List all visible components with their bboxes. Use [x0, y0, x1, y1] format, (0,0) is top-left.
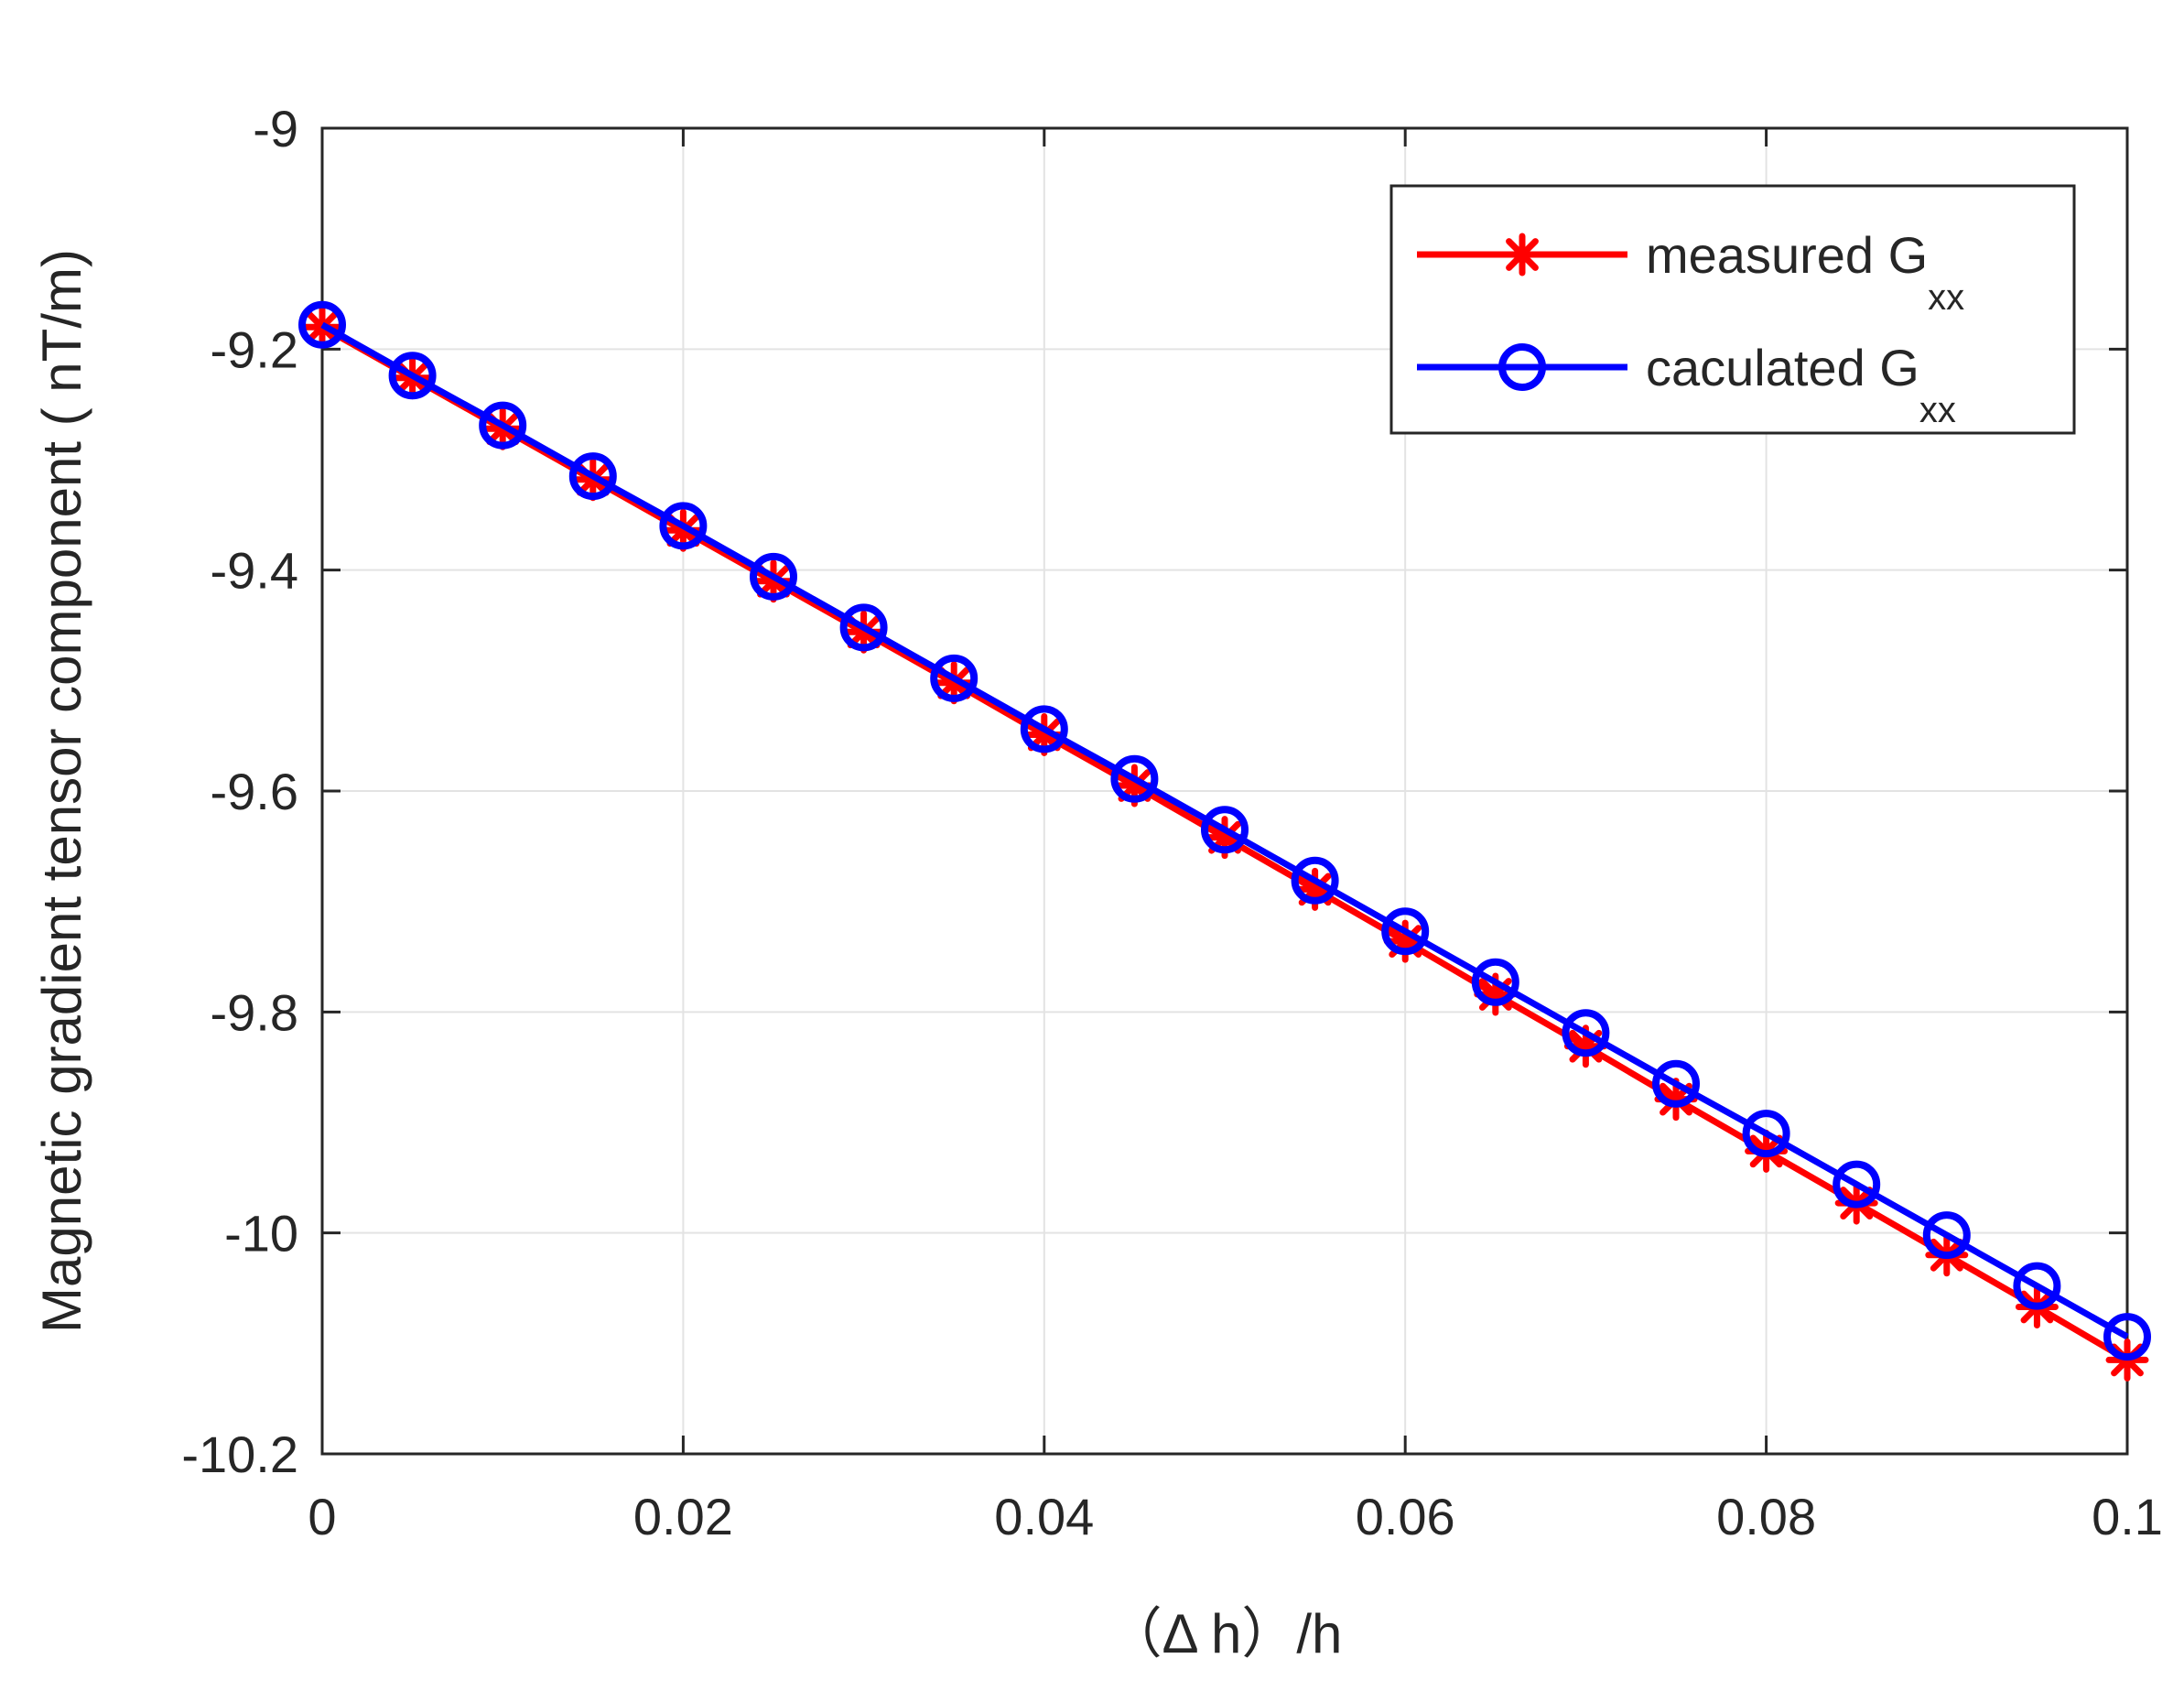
circle-marker [479, 401, 527, 450]
legend-label-subscript: xx [1919, 390, 1956, 430]
y-tick-label: -10 [224, 1205, 298, 1263]
circle-marker [1201, 806, 1249, 854]
circle-marker [1833, 1160, 1881, 1209]
y-tick-label: -9 [253, 100, 298, 157]
circle-marker [1652, 1059, 1700, 1108]
circle-marker [298, 300, 346, 349]
circle-marker [1291, 856, 1339, 905]
circle-marker [659, 502, 708, 550]
x-tick-label: 0 [308, 1488, 336, 1545]
asterisk-stroke [847, 615, 881, 649]
series-0 [300, 305, 2149, 1382]
circle-marker [1742, 1110, 1790, 1158]
series-line [320, 321, 2129, 1340]
y-tick-label: -9.8 [211, 983, 299, 1041]
circle-marker [1020, 705, 1068, 753]
legend-box [1389, 184, 2076, 435]
circle-marker [1110, 754, 1159, 803]
circle-marker [1381, 907, 1430, 956]
asterisk-stroke [1506, 238, 1539, 271]
circle-marker [839, 603, 888, 652]
circle-marker [388, 352, 437, 400]
y-tick-label: -9.2 [211, 320, 299, 378]
x-tick-label: 0.06 [1356, 1488, 1455, 1545]
series-layer [298, 300, 2151, 1382]
asterisk-stroke [757, 564, 790, 598]
x-axis-label: （Δ h）/h [1108, 1603, 1343, 1664]
circle-marker [2013, 1262, 2061, 1310]
legend-label-subscript: xx [1928, 277, 1964, 318]
y-axis-label: Magnetic gradient tensor component ( nT/… [31, 249, 92, 1333]
x-tick-label: 0.02 [633, 1488, 733, 1545]
circle-marker [568, 452, 617, 501]
y-tick-label: -9.4 [211, 542, 299, 600]
circle-marker [1471, 958, 1519, 1006]
axis-ticks: 0 0.02 0.04 0.06 0.08 0.1 -9 -9.2 -9.4 -9.6 -9.8 -1… [181, 100, 2163, 1545]
asterisk-stroke [666, 514, 700, 547]
x-tick-label: 0.1 [2092, 1488, 2163, 1545]
circle-marker [1562, 1009, 1610, 1057]
circle-marker [930, 654, 978, 702]
x-tick-label: 0.04 [994, 1488, 1094, 1545]
circle-marker [1922, 1211, 1971, 1260]
y-tick-label: -9.6 [211, 763, 299, 820]
series-1 [298, 300, 2151, 1361]
y-tick-label: -10.2 [181, 1425, 298, 1483]
x-tick-label: 0.08 [1716, 1488, 1816, 1545]
asterisk-stroke [937, 666, 971, 699]
asterisk-marker [1500, 233, 1544, 276]
circle-marker [1498, 343, 1546, 391]
axis-labels: （Δ h）/h Magnetic gradient tensor compone… [31, 249, 1342, 1664]
circle-marker [2103, 1313, 2151, 1361]
circle-marker [750, 552, 797, 601]
